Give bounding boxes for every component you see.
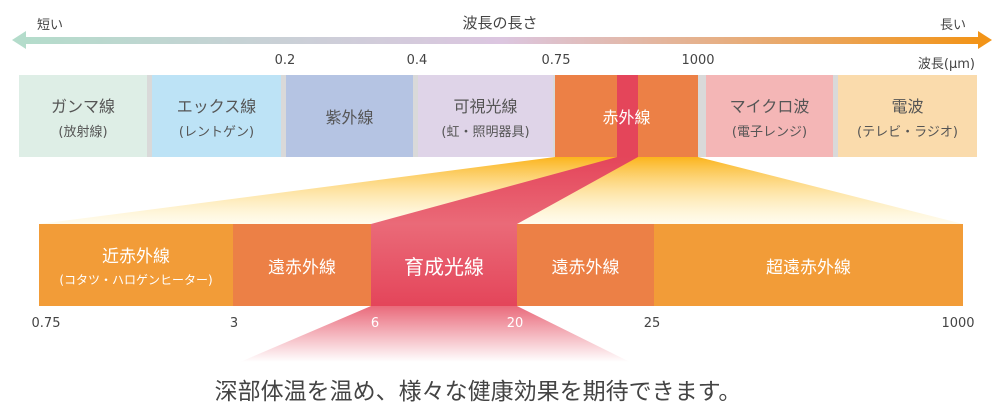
bottom-tick: 0.75 <box>31 316 61 331</box>
caption: 深部体温を温め、様々な健康効果を期待できます。 <box>214 379 742 405</box>
ikusei-fan <box>371 157 638 224</box>
segment-visible: 可視光線 (虹・照明器具) <box>418 75 553 157</box>
bottom-tick: 1000 <box>941 316 975 331</box>
segment-radio: 電波 (テレビ・ラジオ) <box>838 75 977 157</box>
top-tick: 0.2 <box>274 53 296 68</box>
bottom-tick: 6 <box>370 316 380 331</box>
segment-near-infrared: 近赤外線 (コタツ・ハロゲンヒーター) <box>39 224 233 306</box>
effect-fan <box>240 306 630 362</box>
short-label: 短い <box>37 18 64 33</box>
top-tick: 1000 <box>681 53 715 68</box>
segment-uv: 紫外線 <box>286 75 413 157</box>
segment-infrared: 赤外線 <box>555 75 698 157</box>
segment-ikusei: 育成光線 <box>371 224 517 306</box>
segment-xray: エックス線 (レントゲン) <box>152 75 281 157</box>
wavelength-title: 波長の長さ <box>462 14 538 32</box>
segment-far-infrared-1: 遠赤外線 <box>233 224 371 306</box>
bottom-tick: 3 <box>229 316 239 331</box>
segment-microwave: マイクロ波 (電子レンジ) <box>706 75 833 157</box>
segment-far-infrared-2: 遠赤外線 <box>517 224 654 306</box>
top-tick: 0.4 <box>406 53 428 68</box>
bottom-tick: 20 <box>506 316 524 331</box>
wavelength-arrow <box>12 31 992 49</box>
long-label: 長い <box>940 18 967 33</box>
segment-gamma: ガンマ線 (放射線) <box>19 75 147 157</box>
segment-ultra-far-infrared: 超遠赤外線 <box>654 224 963 306</box>
top-tick: 0.75 <box>541 53 571 68</box>
unit-label: 波長(μm) <box>917 57 975 72</box>
ikusei-stripe <box>617 75 638 157</box>
bottom-tick: 25 <box>643 316 661 331</box>
